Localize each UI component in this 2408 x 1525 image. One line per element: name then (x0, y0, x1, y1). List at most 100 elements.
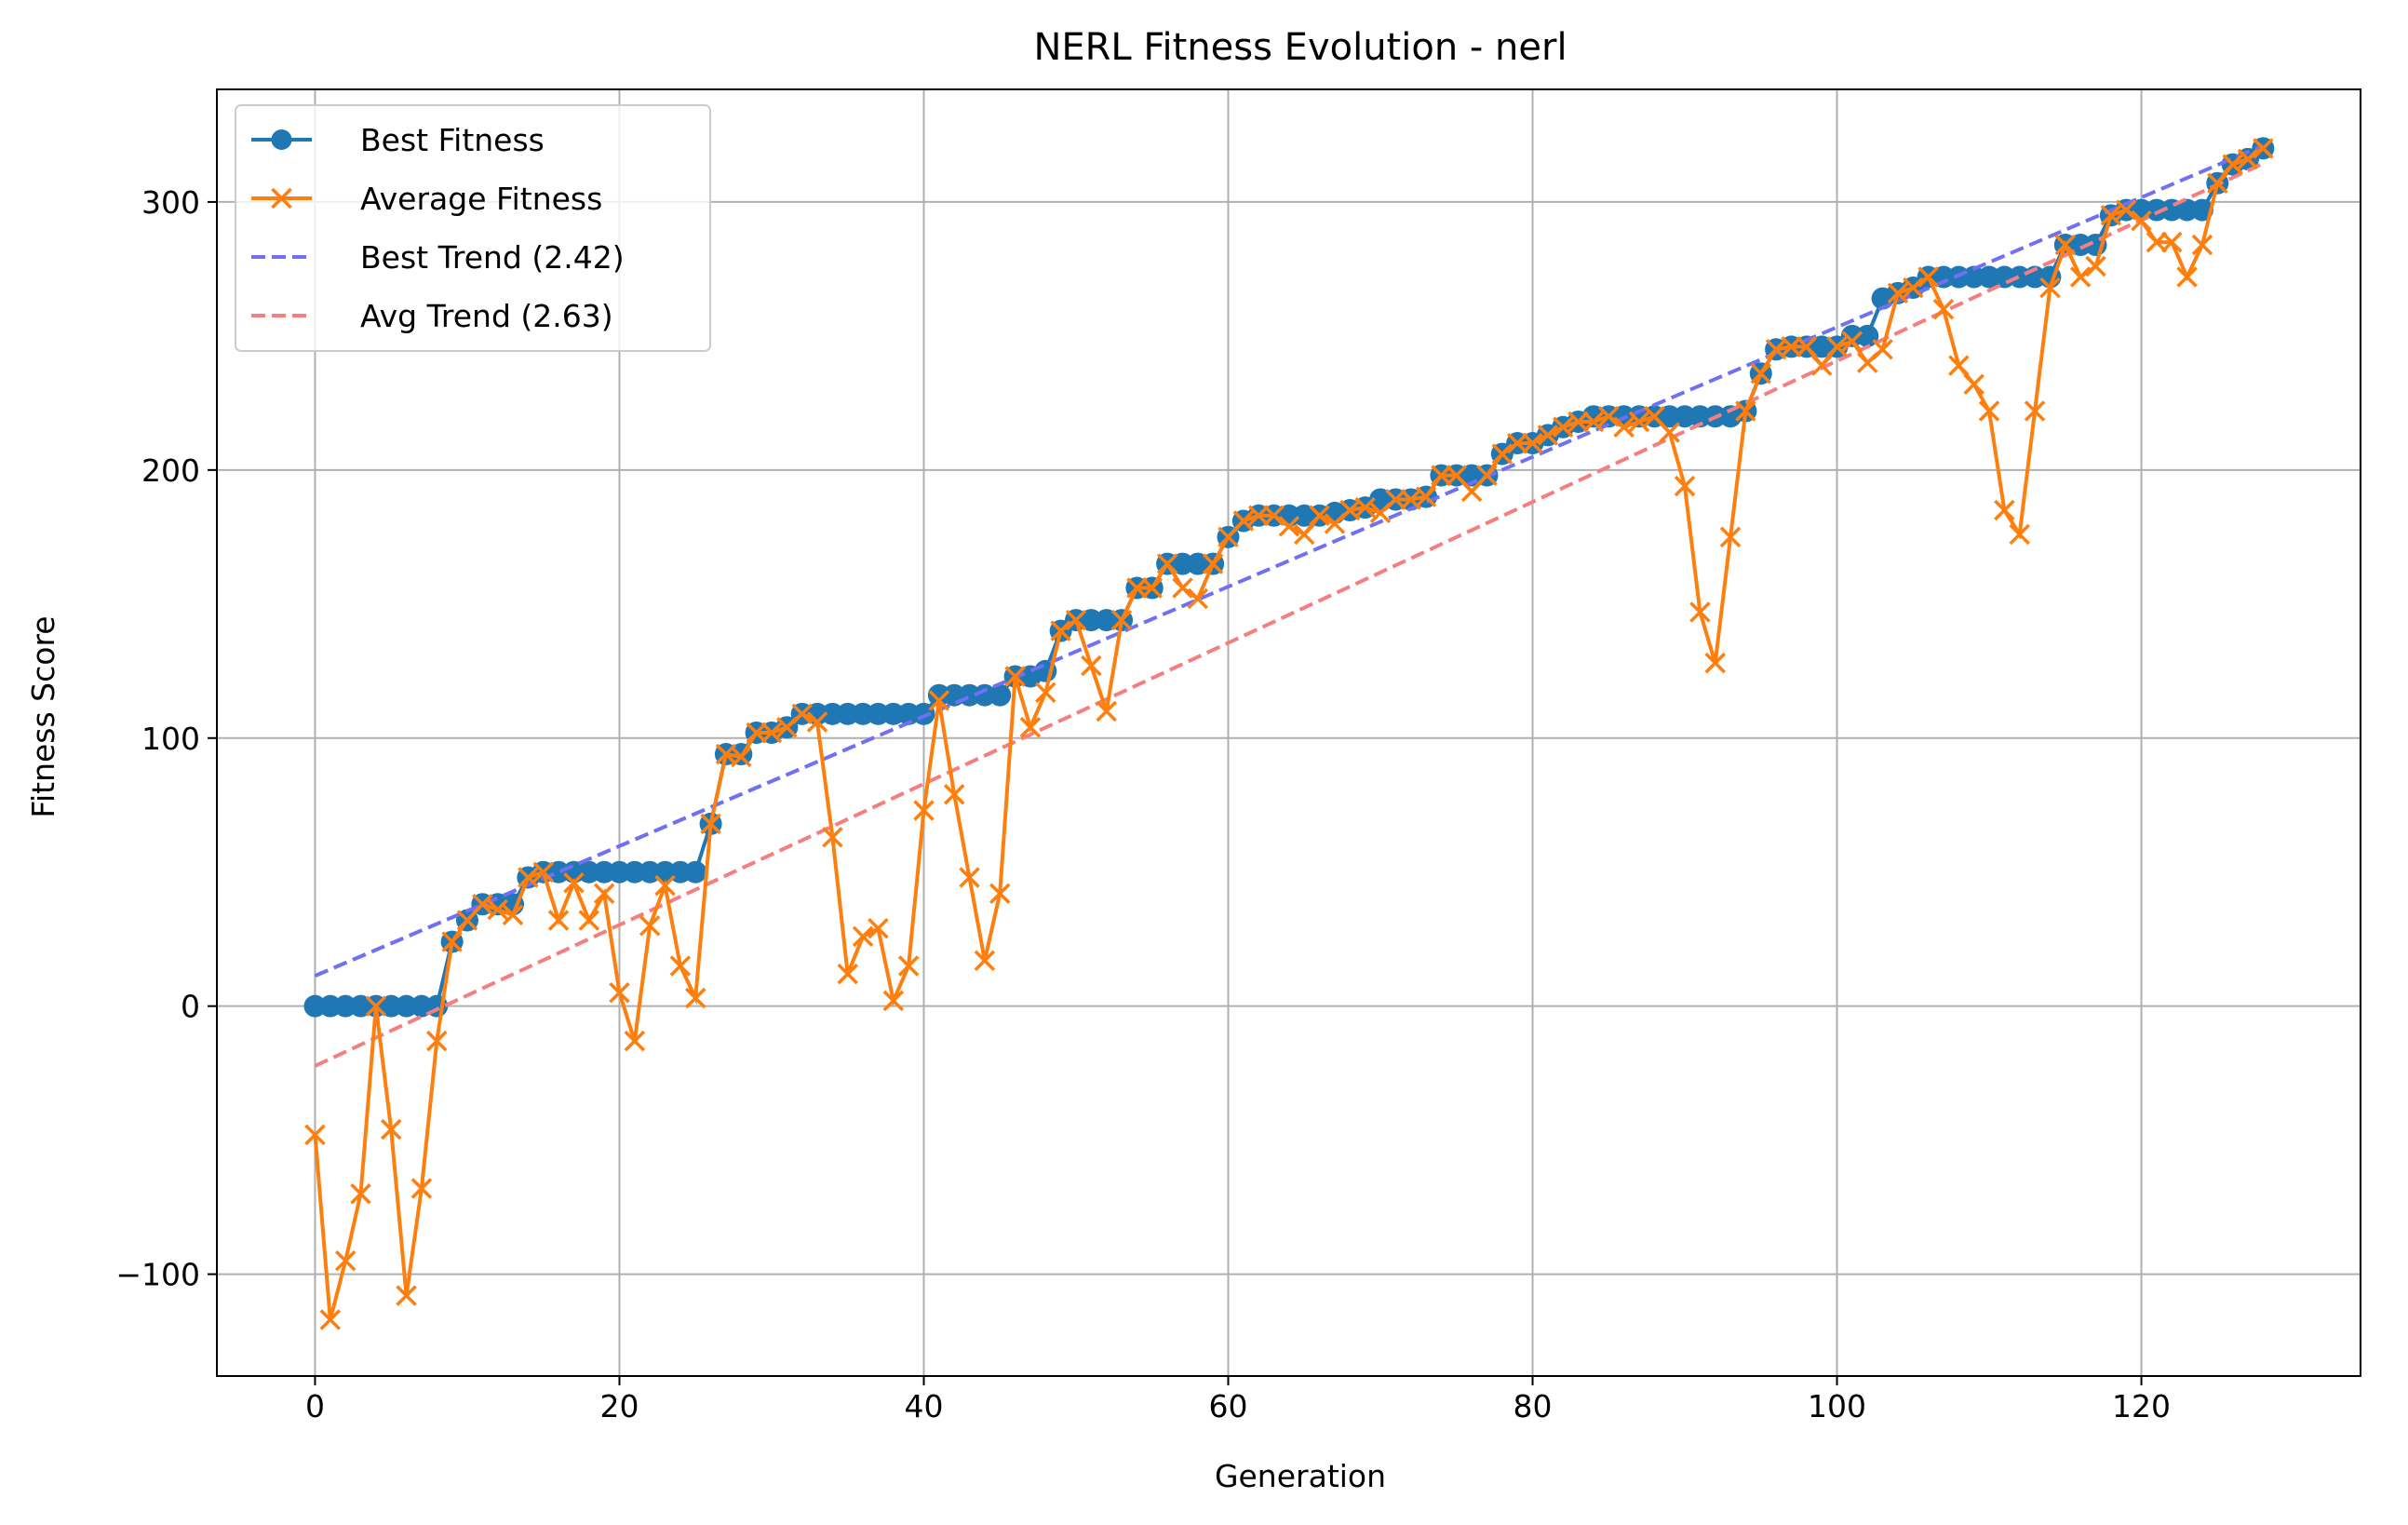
legend-label: Avg Trend (2.63) (360, 298, 613, 334)
average-fitness-point (1446, 465, 1468, 486)
average-fitness-point (852, 925, 874, 948)
average-fitness-point (1019, 717, 1042, 738)
legend-label: Best Trend (2.42) (360, 239, 625, 276)
average-fitness-point (1247, 505, 1270, 527)
average-fitness-point (2009, 523, 2030, 546)
average-fitness-point (791, 703, 813, 725)
average-fitness-point (1354, 496, 1376, 519)
average-fitness-point (1460, 480, 1483, 503)
average-fitness-point (1826, 336, 1848, 358)
average-fitness-point (304, 1124, 326, 1146)
average-fitness-point (1613, 416, 1634, 439)
best-trend-line (314, 143, 2265, 978)
average-fitness-point (2146, 231, 2168, 253)
average-fitness-point (2085, 255, 2106, 277)
average-fitness-point (639, 915, 661, 937)
average-fitness-point (1644, 406, 1665, 427)
average-fitness-point (1659, 422, 1680, 443)
average-fitness-point (1841, 331, 1863, 352)
legend-entry: Avg Trend (2.63) (251, 298, 613, 334)
average-fitness-point (1948, 355, 1970, 376)
average-fitness-point (2069, 266, 2092, 288)
legend-entry: Average Fitness (251, 181, 602, 217)
average-fitness-point (1567, 411, 1589, 433)
legend-label: Best Fitness (360, 122, 545, 158)
average-fitness-point (943, 783, 965, 805)
best-fitness-point (989, 683, 1012, 707)
average-fitness-point (1735, 400, 1756, 422)
average-fitness-point (1963, 373, 1984, 395)
average-fitness-point (760, 722, 783, 744)
average-fitness-point (746, 722, 767, 744)
average-fitness-point (456, 910, 478, 931)
x-tick-label: 40 (904, 1388, 943, 1424)
average-fitness-point (1415, 486, 1437, 507)
average-fitness-point (1217, 526, 1239, 548)
chart-title: NERL Fitness Evolution - nerl (1033, 26, 1567, 69)
legend-marker (271, 129, 292, 150)
x-tick-label: 100 (1808, 1388, 1866, 1424)
average-fitness-point (837, 963, 858, 985)
average-fitness-point (1172, 577, 1193, 599)
average-fitness-point (502, 904, 524, 926)
average-fitness-point (518, 867, 539, 888)
average-fitness-point (1385, 489, 1406, 510)
y-tick-label: 300 (141, 184, 200, 221)
average-fitness-point (1903, 277, 1924, 299)
average-fitness-point (487, 898, 508, 921)
legend: Best Fitness Average Fitness Best Trend (2… (235, 104, 711, 352)
average-fitness-point (669, 955, 692, 977)
average-fitness-point (1187, 587, 1209, 610)
legend-entry: Best Trend (2.42) (251, 239, 625, 276)
average-fitness-point (1689, 601, 1711, 623)
legend-label: Average Fitness (360, 181, 602, 217)
average-fitness-point (1522, 432, 1543, 454)
average-fitness-point (2191, 234, 2213, 256)
average-fitness-point (1491, 443, 1513, 465)
legend-entry: Best Fitness (251, 122, 545, 158)
average-fitness-point (2237, 148, 2259, 170)
average-fitness-point (1294, 523, 1315, 546)
average-fitness-point (532, 861, 554, 883)
average-fitness-point (1156, 553, 1178, 574)
average-fitness-point (593, 883, 615, 904)
y-tick-label: −100 (115, 1257, 200, 1293)
average-fitness-point (868, 917, 889, 939)
average-fitness-point (2222, 154, 2243, 175)
average-fitness-point (1096, 700, 1117, 722)
average-fitness-point (1704, 652, 1726, 674)
average-fitness-point (2054, 234, 2077, 256)
average-fitness-point (547, 910, 570, 931)
average-fitness-point (441, 931, 463, 952)
average-fitness-point (2100, 205, 2122, 226)
average-fitness-point (1810, 355, 1833, 376)
average-fitness-point (1141, 577, 1163, 599)
average-fitness-point (913, 800, 935, 821)
average-fitness-point (1081, 655, 1102, 677)
average-fitness-point (1035, 682, 1056, 704)
average-fitness-point (1537, 425, 1559, 446)
average-fitness-point (1887, 282, 1909, 304)
legend-box (235, 104, 711, 352)
average-fitness-point (2115, 199, 2137, 221)
average-fitness-point (1994, 499, 2015, 521)
average-fitness-point (426, 1030, 448, 1052)
grid (217, 89, 2361, 1376)
average-fitness-point (1263, 505, 1285, 527)
x-tick-label: 80 (1513, 1388, 1553, 1424)
average-fitness-point (1719, 526, 1742, 548)
average-fitness-point (2253, 138, 2274, 159)
x-tick-label: 20 (599, 1388, 639, 1424)
average-fitness-point (897, 955, 920, 977)
average-fitness-point (882, 990, 905, 1012)
y-tick-label: 0 (181, 989, 200, 1025)
average-fitness-point (624, 1030, 646, 1052)
average-fitness-point (396, 1285, 417, 1306)
average-fitness-point (609, 982, 630, 1004)
average-fitness-point (1476, 465, 1498, 486)
average-fitness-point (1232, 510, 1255, 532)
average-fitness-point (1050, 620, 1071, 641)
average-fitness-point (563, 871, 585, 894)
average-fitness-point (472, 894, 493, 915)
